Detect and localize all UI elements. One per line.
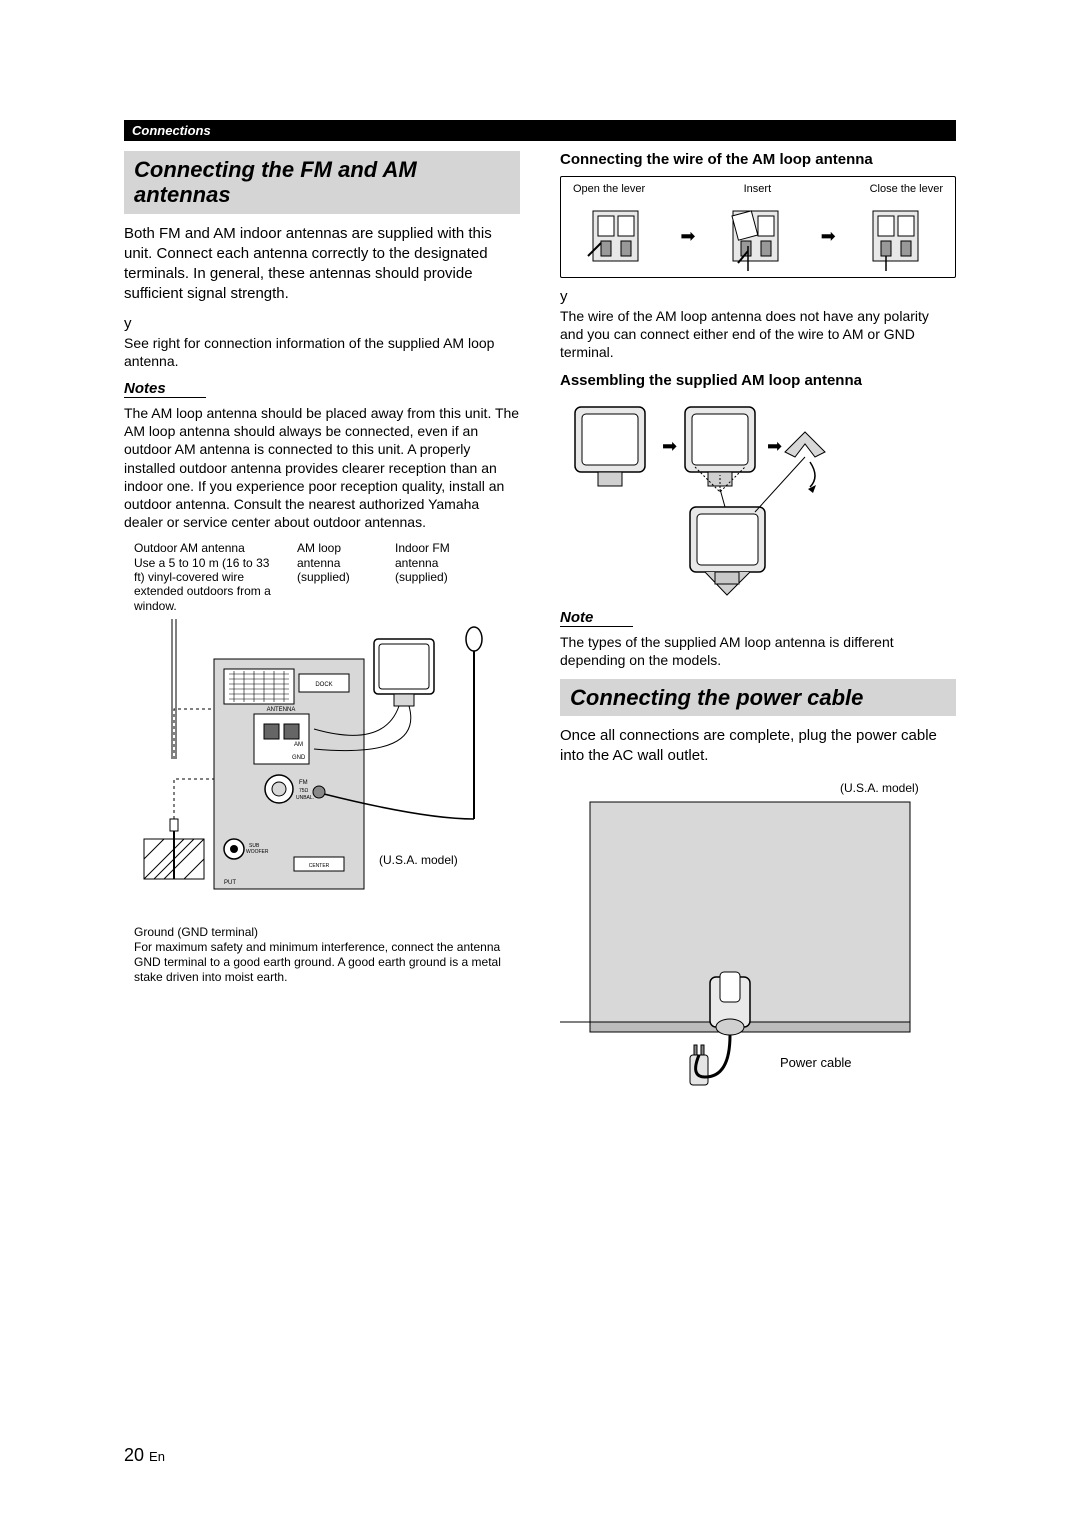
svg-text:WOOFER: WOOFER <box>246 849 269 855</box>
page-number: 20 En <box>124 1445 165 1466</box>
lever-label-1: Open the lever <box>573 183 645 195</box>
lever-figure-box: Open the lever Insert Close the lever ➡ <box>560 176 956 278</box>
tip-text: See right for connection information of … <box>124 334 520 370</box>
label-amloop-title: AM loop antenna <box>297 541 377 570</box>
heading-fm-am: Connecting the FM and AM antennas <box>124 151 520 214</box>
assembly-figure: ➡ ➡ <box>560 397 956 597</box>
two-column-layout: Connecting the FM and AM antennas Both F… <box>124 151 956 1127</box>
lever-label-2: Insert <box>744 183 772 195</box>
svg-text:CENTER: CENTER <box>309 863 330 869</box>
lever-label-3: Close the lever <box>870 183 943 195</box>
note-heading-right: Note <box>560 609 633 627</box>
lever-labels: Open the lever Insert Close the lever <box>569 183 947 201</box>
power-model-label: (U.S.A. model) <box>840 781 919 795</box>
label-fm-title: Indoor FM antenna <box>395 541 475 570</box>
arrow-icon: ➡ <box>821 226 836 247</box>
model-label: (U.S.A. model) <box>379 853 458 867</box>
page-lang: En <box>149 1449 165 1464</box>
gnd-body: For maximum safety and minimum interfere… <box>134 940 510 985</box>
svg-text:UNBAL.: UNBAL. <box>296 795 314 801</box>
sub-heading-wire: Connecting the wire of the AM loop anten… <box>560 151 956 168</box>
sub-heading-assembly: Assembling the supplied AM loop antenna <box>560 372 956 389</box>
tip-text-right: The wire of the AM loop antenna does not… <box>560 307 956 362</box>
right-column: Connecting the wire of the AM loop anten… <box>560 151 956 1127</box>
svg-text:➡: ➡ <box>767 436 782 456</box>
svg-text:PUT: PUT <box>224 880 236 886</box>
lever-row: ➡ ➡ <box>569 201 947 271</box>
section-bar: Connections <box>124 120 956 141</box>
lever-step-3-icon <box>863 201 933 271</box>
ground-caption: Ground (GND terminal) For maximum safety… <box>134 925 510 985</box>
tip-marker: y <box>124 315 520 332</box>
power-body: Once all connections are complete, plug … <box>560 726 956 767</box>
page-num-value: 20 <box>124 1445 144 1465</box>
label-amloop-sub: (supplied) <box>297 570 377 584</box>
label-outdoor-title: Outdoor AM antenna <box>134 541 279 555</box>
lever-step-2-icon <box>723 201 793 271</box>
label-fm-sub: (supplied) <box>395 570 475 584</box>
intro-paragraph: Both FM and AM indoor antennas are suppl… <box>124 224 520 305</box>
notes-body: The AM loop antenna should be placed awa… <box>124 404 520 531</box>
svg-text:ANTENNA: ANTENNA <box>267 707 296 713</box>
left-column: Connecting the FM and AM antennas Both F… <box>124 151 520 1127</box>
power-figure: (U.S.A. model) Power cable <box>560 777 956 1127</box>
label-amloop: AM loop antenna (supplied) <box>297 541 377 613</box>
label-outdoor-body: Use a 5 to 10 m (16 to 33 ft) vinyl-cove… <box>134 556 279 614</box>
arrow-icon: ➡ <box>680 226 695 247</box>
tip-marker-right: y <box>560 288 956 305</box>
note-body-right: The types of the supplied AM loop antenn… <box>560 633 956 669</box>
lever-step-1-icon <box>583 201 653 271</box>
label-outdoor: Outdoor AM antenna Use a 5 to 10 m (16 t… <box>134 541 279 613</box>
receiver-diagram: DOCK ANTENNA AM GND FM 75Ω UNBAL. SUB WO… <box>124 619 520 919</box>
heading-power: Connecting the power cable <box>560 679 956 716</box>
svg-text:75Ω: 75Ω <box>299 788 309 794</box>
svg-text:AM: AM <box>294 742 303 748</box>
svg-text:FM: FM <box>299 780 308 786</box>
label-fm: Indoor FM antenna (supplied) <box>395 541 475 613</box>
notes-heading: Notes <box>124 380 206 398</box>
svg-text:GND: GND <box>292 755 306 761</box>
antenna-labels-row: Outdoor AM antenna Use a 5 to 10 m (16 t… <box>134 541 520 613</box>
svg-text:➡: ➡ <box>662 436 677 456</box>
gnd-title: Ground (GND terminal) <box>134 925 510 940</box>
svg-text:DOCK: DOCK <box>315 682 332 688</box>
power-cable-label: Power cable <box>780 1055 852 1070</box>
